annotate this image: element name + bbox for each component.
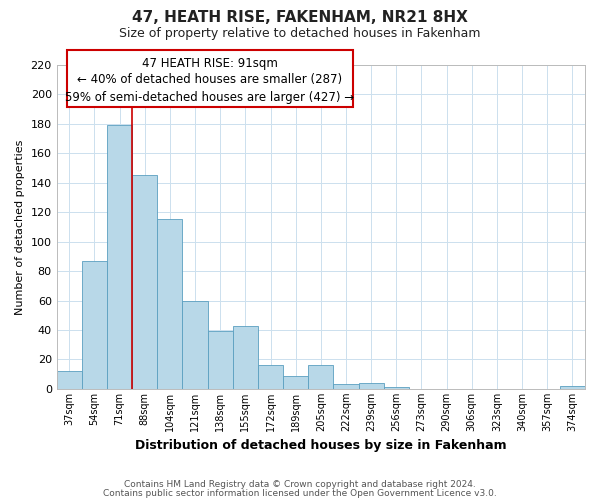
Bar: [233, 326, 258, 389]
Text: 59% of semi-detached houses are larger (427) →: 59% of semi-detached houses are larger (…: [65, 91, 355, 104]
Bar: [182, 300, 208, 389]
Bar: [82, 260, 107, 389]
Text: 47, HEATH RISE, FAKENHAM, NR21 8HX: 47, HEATH RISE, FAKENHAM, NR21 8HX: [132, 10, 468, 25]
Bar: [132, 176, 157, 389]
Bar: [56, 371, 82, 389]
Text: Contains HM Land Registry data © Crown copyright and database right 2024.: Contains HM Land Registry data © Crown c…: [124, 480, 476, 489]
Y-axis label: Number of detached properties: Number of detached properties: [15, 139, 25, 314]
Bar: [283, 376, 308, 389]
Text: Contains public sector information licensed under the Open Government Licence v3: Contains public sector information licen…: [103, 489, 497, 498]
Text: 47 HEATH RISE: 91sqm: 47 HEATH RISE: 91sqm: [142, 56, 278, 70]
Text: Size of property relative to detached houses in Fakenham: Size of property relative to detached ho…: [119, 28, 481, 40]
X-axis label: Distribution of detached houses by size in Fakenham: Distribution of detached houses by size …: [135, 440, 506, 452]
Bar: [208, 332, 233, 389]
Bar: [334, 384, 359, 389]
Bar: [157, 220, 182, 389]
Bar: [560, 386, 585, 389]
Bar: [107, 125, 132, 389]
Bar: [308, 366, 334, 389]
Bar: [359, 383, 384, 389]
FancyBboxPatch shape: [67, 50, 353, 107]
Bar: [258, 366, 283, 389]
Text: ← 40% of detached houses are smaller (287): ← 40% of detached houses are smaller (28…: [77, 73, 343, 86]
Bar: [384, 388, 409, 389]
